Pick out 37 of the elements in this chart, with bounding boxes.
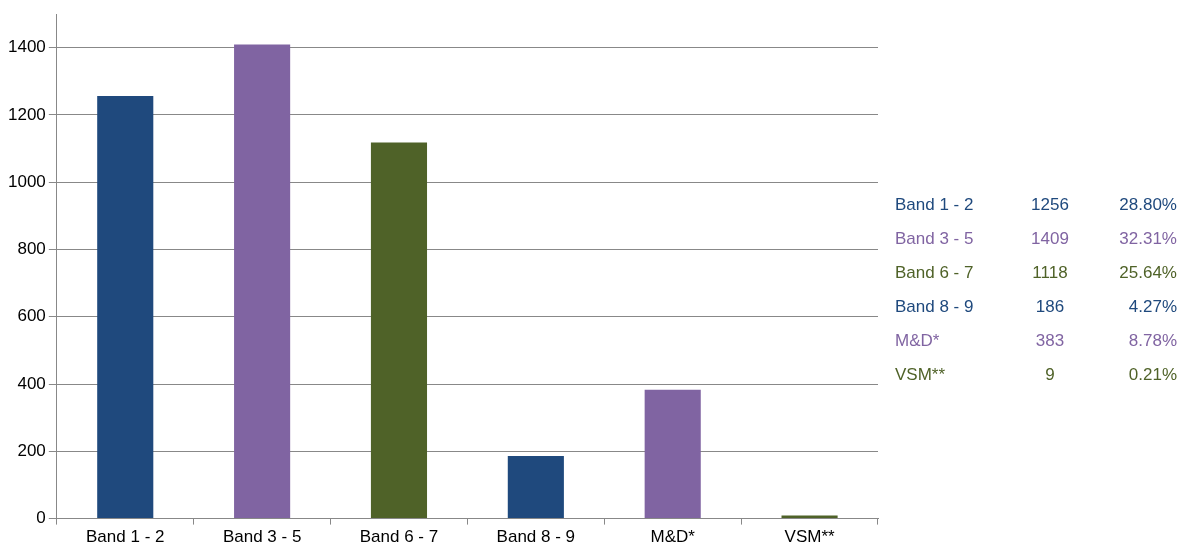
- y-tick-label: 800: [17, 239, 46, 259]
- text: 9: [1045, 365, 1055, 384]
- bar: [507, 456, 564, 519]
- text: Band 6 - 7: [895, 263, 974, 282]
- text: 1409: [1031, 229, 1069, 248]
- x-tick-label: Band 3 - 5: [222, 527, 302, 547]
- text: 1118: [1032, 263, 1068, 282]
- y-tick-label: 200: [17, 441, 46, 461]
- bar: [370, 142, 428, 519]
- y-tick-label: 400: [17, 373, 46, 393]
- text: 25.64%: [1119, 263, 1177, 282]
- x-tick-label: Band 6 - 7: [359, 527, 439, 547]
- text: 4.27%: [1128, 297, 1177, 316]
- text: Band 3 - 5: [895, 229, 974, 248]
- y-tick-label: 1200: [7, 104, 46, 124]
- text: 186: [1035, 297, 1065, 316]
- text: Band 8 - 9: [895, 297, 974, 316]
- text: 0.21%: [1128, 365, 1177, 384]
- y-tick-label: 600: [17, 306, 46, 326]
- text: 1256: [1031, 195, 1069, 214]
- y-tick-label: 1000: [7, 171, 46, 191]
- text: VSM**: [895, 365, 946, 384]
- bar: [97, 96, 154, 519]
- y-tick-label: 1400: [7, 37, 46, 57]
- text: 28.80%: [1119, 195, 1177, 214]
- bar: [234, 44, 291, 519]
- x-tick-label: M&D*: [650, 527, 696, 547]
- x-tick-label: Band 1 - 2: [86, 527, 165, 547]
- text: 383: [1035, 331, 1065, 350]
- x-tick-label: Band 8 - 9: [496, 527, 576, 547]
- x-tick-label: VSM**: [784, 527, 835, 547]
- text: Band 1 - 2: [895, 195, 974, 214]
- text: M&D*: [895, 331, 940, 350]
- y-tick-label: 0: [36, 508, 46, 528]
- text: 32.31%: [1119, 229, 1177, 248]
- bar: [644, 389, 701, 519]
- text: 8.78%: [1128, 331, 1177, 350]
